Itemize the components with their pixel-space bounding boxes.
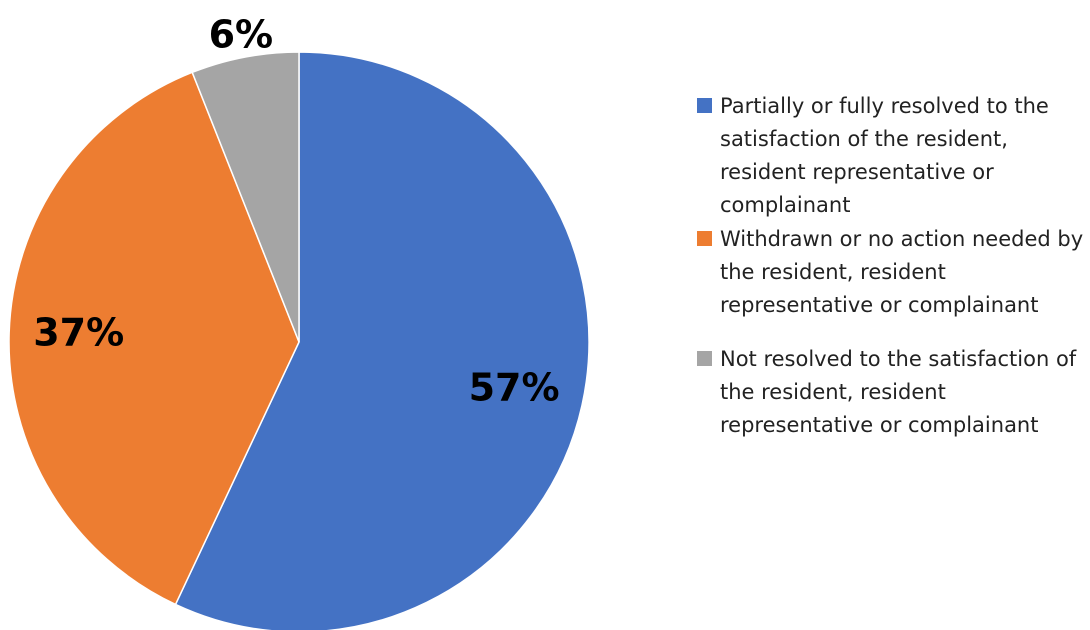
data-label: 37% bbox=[33, 311, 124, 355]
data-label: 57% bbox=[469, 366, 560, 410]
legend-swatch bbox=[697, 351, 712, 366]
legend-label: Withdrawn or no action needed by the res… bbox=[720, 227, 1084, 317]
legend-swatch bbox=[697, 98, 712, 113]
legend-item: Partially or fully resolved to the satis… bbox=[697, 90, 1087, 222]
pie-slice bbox=[174, 51, 590, 630]
pie-slice bbox=[191, 51, 300, 343]
pie-slice bbox=[8, 71, 300, 606]
data-label: 6% bbox=[209, 13, 274, 57]
legend-label: Partially or fully resolved to the satis… bbox=[720, 94, 1049, 217]
legend-label: Not resolved to the satisfaction of the … bbox=[720, 347, 1077, 437]
legend-item: Not resolved to the satisfaction of the … bbox=[697, 343, 1087, 442]
legend-swatch bbox=[697, 231, 712, 246]
legend-item: Withdrawn or no action needed by the res… bbox=[697, 223, 1087, 322]
